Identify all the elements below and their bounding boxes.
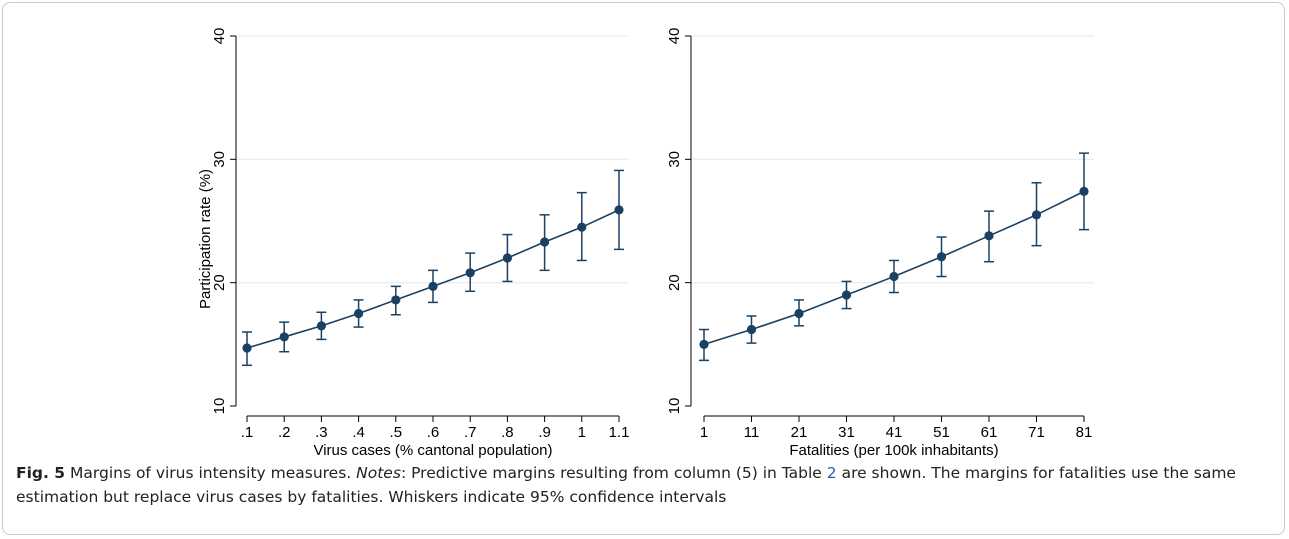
x-tick-label: .7 bbox=[464, 424, 477, 441]
x-tick-label: .1 bbox=[241, 424, 254, 441]
data-point bbox=[354, 308, 364, 319]
caption-table-link[interactable]: 2 bbox=[826, 464, 837, 482]
figure-caption: Fig. 5 Margins of virus intensity measur… bbox=[16, 461, 1271, 509]
data-point bbox=[577, 222, 587, 232]
data-point bbox=[279, 332, 289, 342]
x-tick-label: 1 bbox=[700, 424, 708, 441]
data-point bbox=[984, 231, 994, 241]
data-point bbox=[746, 324, 757, 335]
x-tick-label: 61 bbox=[981, 424, 998, 441]
chart-panel-virus-cases: 10 20 30 40 .1 .2 .3 .4 .5 .6 .7 .8 .9 1 1.1 Virus case… bbox=[197, 28, 629, 459]
data-point bbox=[502, 253, 512, 263]
data-point bbox=[465, 268, 475, 278]
x-tick-label: 11 bbox=[744, 424, 760, 441]
x-tick-label: 21 bbox=[791, 424, 808, 441]
data-point bbox=[889, 271, 899, 282]
data-point bbox=[614, 205, 624, 215]
caption-text-b: are shown. The margins for fatalities us… bbox=[16, 464, 1236, 506]
data-point bbox=[1079, 186, 1089, 196]
data-point bbox=[316, 321, 326, 331]
x-tick-label: .4 bbox=[352, 424, 365, 441]
x-tick-label: 31 bbox=[838, 424, 855, 441]
y-tick-label: 10 bbox=[666, 398, 683, 415]
caption-text-a: : Predictive margins resulting from colu… bbox=[400, 464, 827, 482]
caption-notes-label: Notes bbox=[356, 464, 401, 482]
data-point bbox=[242, 343, 252, 353]
caption-fig-label: Fig. 5 bbox=[16, 464, 66, 482]
data-point bbox=[936, 252, 947, 262]
y-tick-label: 20 bbox=[666, 274, 683, 291]
x-tick-label: 81 bbox=[1076, 424, 1093, 441]
y-tick-label: 40 bbox=[211, 28, 228, 45]
data-point bbox=[540, 237, 550, 247]
y-tick-label: 40 bbox=[666, 28, 683, 45]
y-tick-label: 10 bbox=[211, 398, 228, 415]
data-point bbox=[391, 295, 401, 305]
x-axis-label: Virus cases (% cantonal population) bbox=[313, 442, 552, 459]
x-tick-label: 71 bbox=[1028, 424, 1045, 441]
y-tick-label: 20 bbox=[211, 274, 228, 291]
data-point bbox=[1031, 210, 1042, 220]
x-tick-label: 41 bbox=[886, 424, 903, 441]
x-tick-label: .8 bbox=[501, 424, 514, 441]
y-axis-label: Participation rate (%) bbox=[197, 169, 214, 309]
data-point bbox=[841, 290, 852, 300]
x-tick-label: .6 bbox=[427, 424, 440, 441]
data-point bbox=[699, 339, 709, 349]
data-point bbox=[428, 281, 438, 291]
y-tick-label: 30 bbox=[666, 151, 683, 168]
caption-title: Margins of virus intensity measures. bbox=[65, 464, 357, 482]
x-tick-label: .5 bbox=[390, 424, 403, 441]
x-tick-label: 51 bbox=[933, 424, 950, 441]
x-tick-label: .2 bbox=[278, 424, 291, 441]
x-tick-label: 1 bbox=[578, 424, 586, 441]
data-point bbox=[794, 308, 804, 319]
x-axis-label: Fatalities (per 100k inhabitants) bbox=[789, 442, 998, 459]
y-tick-label: 30 bbox=[211, 151, 228, 168]
x-tick-label: .3 bbox=[315, 424, 328, 441]
x-tick-label: .9 bbox=[538, 424, 551, 441]
x-tick-label: 1.1 bbox=[609, 424, 630, 441]
